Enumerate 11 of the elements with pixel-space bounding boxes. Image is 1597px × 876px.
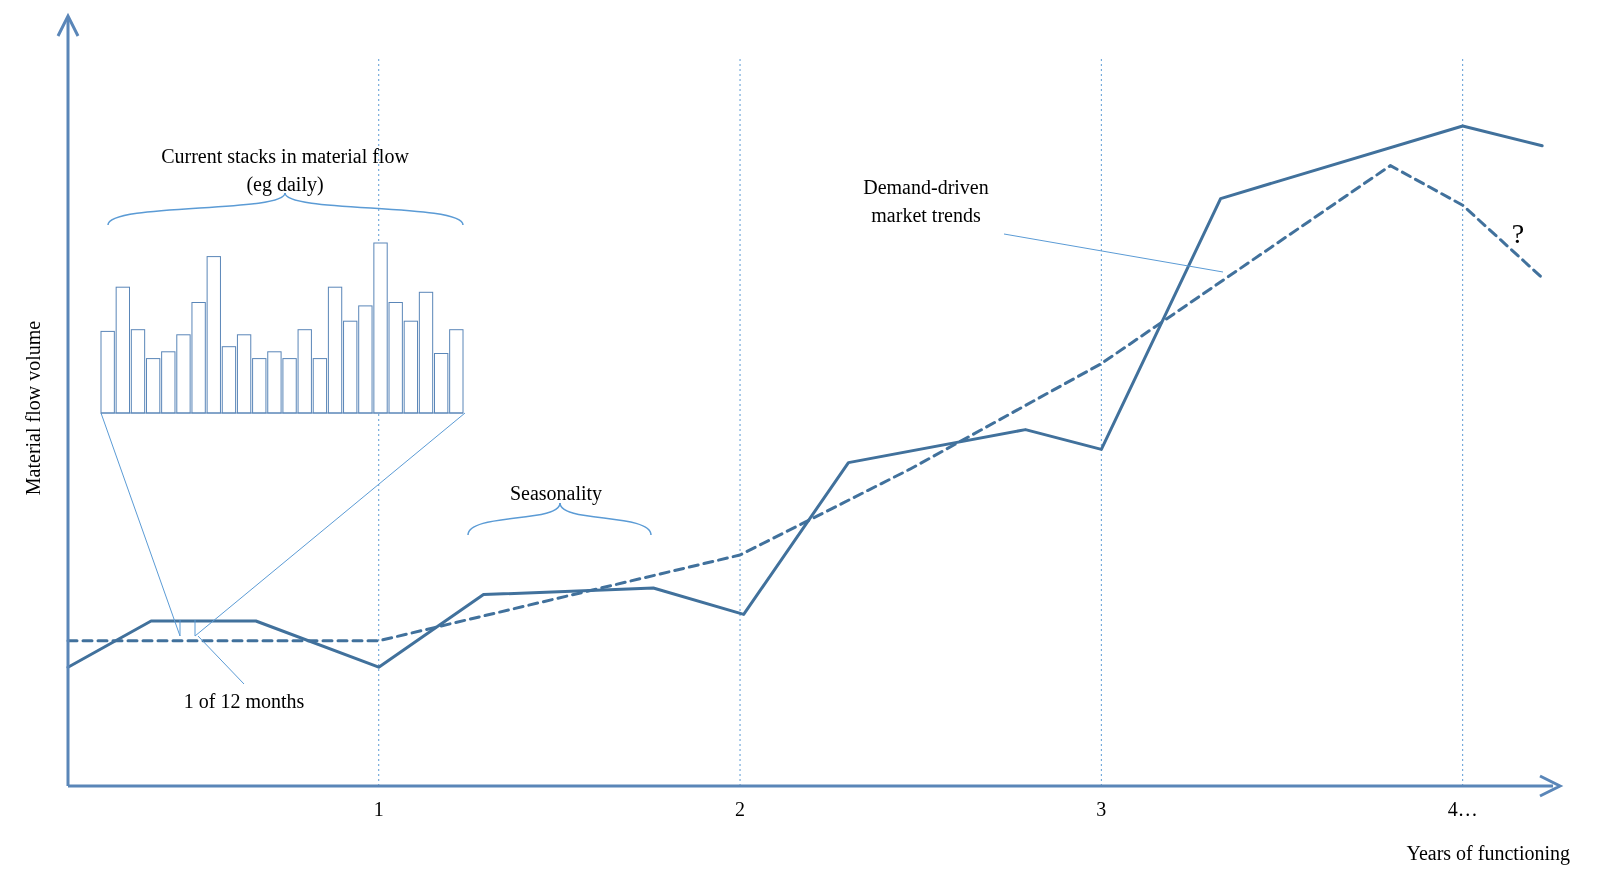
- chart-title: Current stacks in material flow (eg daily): [161, 145, 410, 196]
- annotation: 1 of 12 months: [183, 690, 305, 712]
- x-tick-label: 4…: [1447, 798, 1478, 820]
- x-axis-title: Years of functioning: [1406, 842, 1570, 865]
- y-axis-title: Material flow volume: [22, 320, 44, 496]
- x-tick-label: 3: [1096, 798, 1107, 820]
- annotation: Seasonality: [509, 482, 603, 505]
- annotation: ?: [1511, 218, 1525, 249]
- annotation: Demand-driven market trends: [863, 176, 989, 226]
- x-tick-label: 2: [735, 798, 746, 820]
- x-tick-label: 1: [373, 798, 384, 820]
